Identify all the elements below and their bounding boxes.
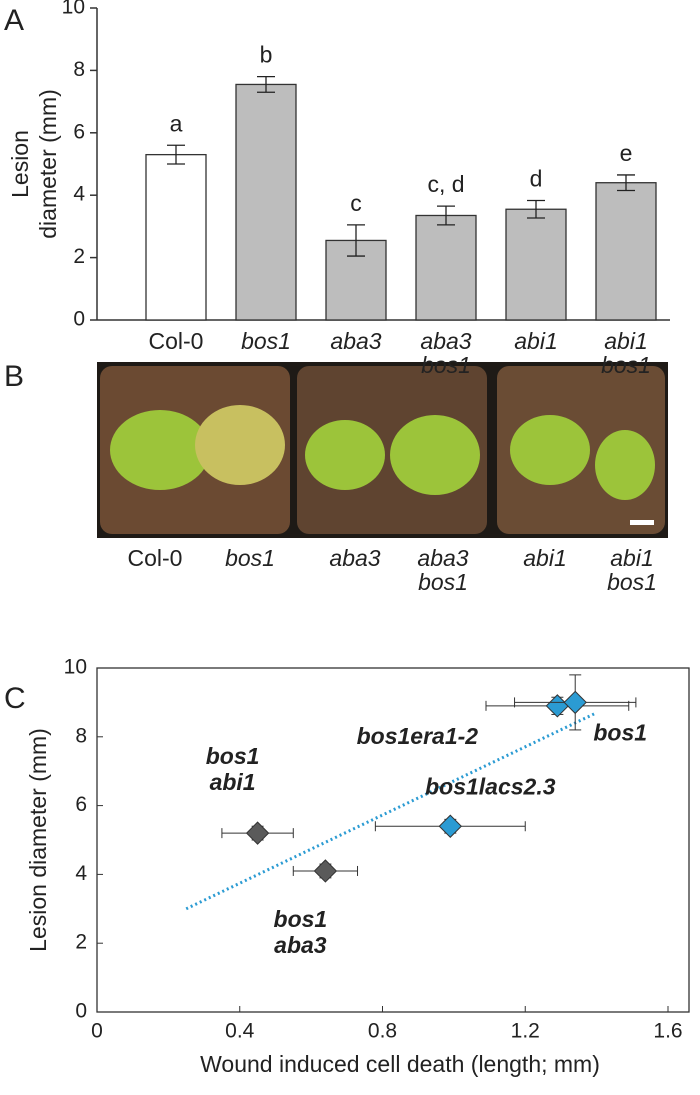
bar [235,83,297,321]
significance-letter: c, d [427,171,464,197]
x-tick-label: 1.2 [511,1020,540,1043]
bar [145,153,207,321]
y-axis-label: Lesion diameter (mm) [25,728,51,952]
point [438,814,463,838]
panel-label: C [4,682,26,715]
y-tick-label: 4 [75,862,87,885]
photo-label: abi1 bos1 [607,545,657,595]
x-tick-label: 0 [91,1020,103,1043]
photo-label: aba3 bos1 [417,545,468,595]
photo-label: abi1 [523,545,566,571]
bar [415,214,477,321]
photo-strip [97,362,668,538]
point-label: bos1lacs2.3 [425,773,556,799]
x-axis-label: Wound induced cell death (length; mm) [200,1051,600,1077]
x-tick-label: 1.6 [653,1020,682,1043]
panel-label: A [4,4,24,37]
point [563,690,587,715]
y-tick-label: 0 [75,1000,87,1023]
y-tick-label: 0 [73,308,85,331]
significance-letter: a [170,110,183,136]
significance-letter: e [620,140,633,166]
x-tick-label: 0.4 [225,1020,255,1043]
point [313,859,338,883]
x-tick-label: aba3 bos1 [420,328,471,378]
bar [595,182,657,321]
y-tick-label: 10 [64,656,87,679]
x-tick-label: abi1 bos1 [601,328,651,378]
x-tick-label: Col-0 [149,328,204,354]
point [545,694,570,718]
y-axis-label: Lesion [7,130,33,198]
significance-letter: c [350,190,362,216]
bar [505,208,567,321]
point-label: bos1 abi1 [206,743,260,795]
point [245,821,270,845]
photo-label: aba3 [329,545,380,571]
y-tick-label: 8 [73,58,85,81]
x-tick-label: abi1 [514,328,557,354]
y-tick-label: 8 [75,724,87,747]
y-axis-label: diameter (mm) [35,89,61,239]
point-label: bos1 aba3 [274,906,328,958]
point-label: bos1 [593,719,647,745]
y-tick-label: 2 [75,931,87,954]
y-tick-label: 2 [73,245,85,268]
point-label: bos1era1-2 [357,723,479,749]
x-tick-label: aba3 [330,328,381,354]
panel-label: B [4,360,24,393]
photo-label: bos1 [225,545,275,571]
photo-label: Col-0 [128,545,183,571]
trend-line [185,711,598,911]
y-tick-label: 10 [62,0,85,19]
y-tick-label: 4 [73,183,85,206]
significance-letter: d [530,166,543,192]
y-tick-label: 6 [75,793,87,816]
significance-letter: b [260,42,273,68]
x-tick-label: bos1 [241,328,291,354]
plot-frame [96,667,690,1013]
y-tick-label: 6 [73,120,85,143]
x-tick-label: 0.8 [368,1020,397,1043]
